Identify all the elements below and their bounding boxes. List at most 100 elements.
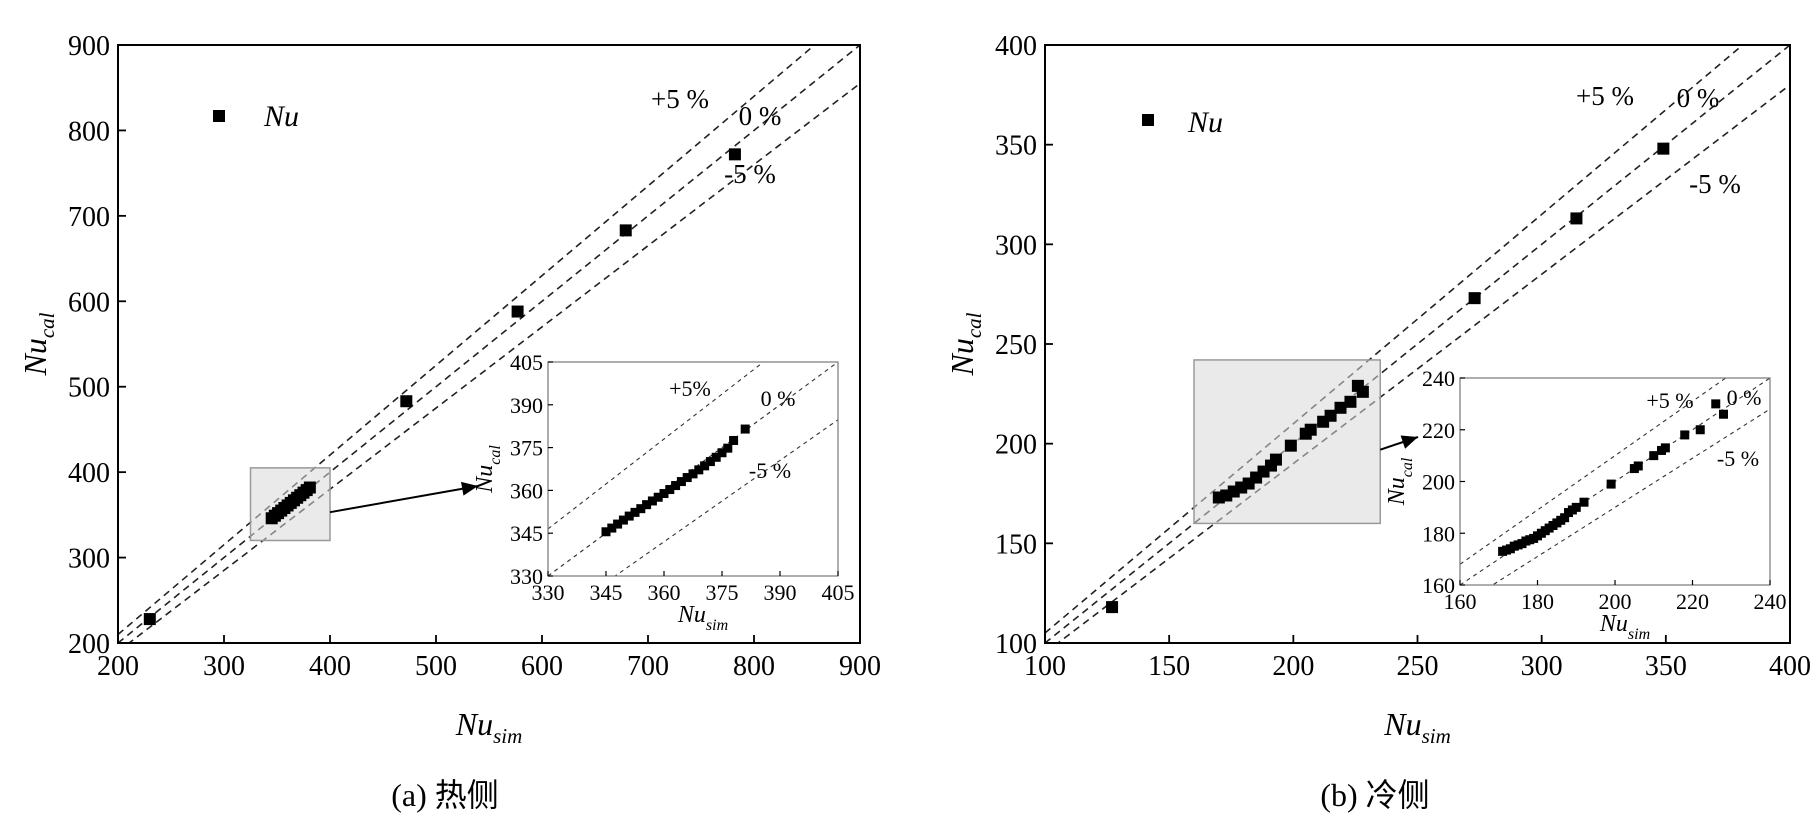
inset-data-point: [671, 481, 681, 491]
inset-x-tick-label: 240: [1754, 589, 1787, 614]
legend-label: Nu: [263, 100, 299, 133]
y-axis-label-main: Nu: [944, 338, 980, 376]
inset-y-axis-label-sub: cal: [1399, 457, 1416, 477]
inset-reference-line-2: [1491, 408, 1770, 585]
x-axis-label: Nusim: [1383, 706, 1451, 748]
x-tick-label: 300: [203, 651, 245, 682]
inset-data-point: [665, 485, 675, 495]
inset-frame: [547, 361, 839, 577]
data-point: [1106, 601, 1119, 614]
inset-background: [548, 362, 838, 576]
inset-x-tick-label: 390: [764, 580, 797, 605]
inset-data-point: [1560, 513, 1570, 523]
inset-x-tick-label: 180: [1521, 589, 1554, 614]
inset-x-axis-label: Nusim: [1599, 611, 1650, 643]
panel-b: +5 % 0 % -5 % 100 150 200 250 300 350 400 100 150 20…: [944, 31, 1810, 813]
inset-data-point: [740, 424, 750, 434]
data-point: [1269, 453, 1282, 466]
inset-data-point: [1571, 502, 1581, 512]
inset-reference-line-label: -5 %: [1717, 446, 1759, 471]
inset-data-point: [729, 435, 739, 445]
inset-y-axis-label-main: Nu: [472, 465, 498, 494]
data-point: [1284, 439, 1297, 452]
x-axis-label-main: Nu: [1383, 706, 1421, 742]
x-tick-label: 200: [1272, 651, 1314, 682]
y-tick-label: 150: [995, 529, 1037, 560]
inset-data-point: [1579, 497, 1589, 507]
x-tick-label: 400: [309, 651, 351, 682]
data-point: [511, 305, 524, 318]
x-tick-label: 200: [97, 651, 139, 682]
x-axis-label: Nusim: [455, 706, 523, 748]
data-point: [1344, 395, 1357, 408]
inset-x-axis-label: Nusim: [677, 602, 728, 634]
inset-data-point: [1680, 430, 1690, 440]
x-tick-label: 600: [521, 651, 563, 682]
inset-data-point: [1695, 425, 1705, 435]
y-axis-label: Nucal: [944, 312, 986, 376]
inset-y-tick-label: 330: [510, 564, 543, 589]
x-axis-label-sub: sim: [1422, 724, 1451, 748]
y-tick-label: 900: [68, 31, 110, 62]
inset-data-point: [653, 492, 663, 502]
y-axis-label-sub: cal: [962, 312, 986, 338]
x-axis-label-main: Nu: [455, 706, 493, 742]
inset-y-axis-label-sub: cal: [487, 445, 504, 465]
inset-reference-line-label: +5%: [669, 376, 711, 401]
inset-y-tick-label: 345: [510, 521, 543, 546]
y-tick-label: 400: [68, 458, 110, 489]
inset-y-tick-label: 160: [1422, 573, 1455, 598]
inset-y-axis-label: Nucal: [472, 445, 504, 494]
inset-y-axis-label-main: Nu: [1384, 477, 1410, 506]
zoom-arrow-head: [461, 481, 478, 496]
reference-line-label: +5 %: [1576, 81, 1634, 111]
inset-y-tick-label: 220: [1422, 418, 1455, 443]
reference-line-1: [118, 45, 860, 643]
y-tick-label: 800: [68, 116, 110, 147]
inset-chart: +5% 0 % -5 % 330 345 360 375 390 405 330 345 360 375…: [472, 350, 855, 634]
panel-caption: (b) 冷侧: [1320, 777, 1429, 813]
inset-x-tick-label: 375: [706, 580, 739, 605]
data-point: [1657, 142, 1670, 155]
x-tick-label: 700: [627, 651, 669, 682]
inset-x-tick-label: 160: [1444, 589, 1477, 614]
legend-label: Nu: [1187, 106, 1223, 139]
inset-data-point: [647, 496, 657, 506]
reference-line-0: [118, 45, 816, 636]
x-tick-label: 300: [1521, 651, 1563, 682]
data-point: [1468, 292, 1481, 305]
inset-data-point: [723, 443, 733, 453]
inset-data-point: [1633, 461, 1643, 471]
inset-reference-line-2: [614, 419, 838, 576]
y-tick-label: 200: [68, 629, 110, 660]
reference-line-label: 0 %: [739, 101, 782, 131]
data-point: [728, 148, 741, 161]
x-tick-label: 800: [733, 651, 775, 682]
y-tick-label: 300: [68, 544, 110, 575]
y-axis-label-main: Nu: [17, 338, 53, 376]
inset-reference-line-label: +5 %: [1646, 388, 1693, 413]
inset-data-point: [618, 515, 628, 525]
data-point: [1356, 385, 1369, 398]
x-tick-label: 900: [839, 651, 881, 682]
inset-x-tick-label: 345: [590, 580, 623, 605]
reference-line-0: [1045, 45, 1744, 634]
inset-y-tick-label: 375: [510, 436, 543, 461]
inset-reference-line-0: [1460, 378, 1727, 565]
inset-chart: +5 % 0 % -5 % 160 180 200 220 240 160 180 200 220 24…: [1384, 366, 1787, 643]
reference-line-label: -5 %: [1689, 169, 1741, 199]
inset-data-point: [613, 519, 623, 529]
x-tick-label: 500: [415, 651, 457, 682]
y-tick-label: 300: [995, 230, 1037, 261]
inset-y-tick-label: 390: [510, 393, 543, 418]
inset-x-tick-label: 200: [1599, 589, 1632, 614]
inset-data-point: [682, 473, 692, 483]
inset-x-tick-label: 360: [648, 580, 681, 605]
inset-data-point: [659, 489, 669, 499]
y-tick-label: 500: [68, 373, 110, 404]
inset-y-tick-label: 360: [510, 478, 543, 503]
y-tick-label: 200: [995, 430, 1037, 461]
data-point: [1324, 409, 1337, 422]
y-axis-label-sub: cal: [35, 312, 59, 338]
inset-data-point: [700, 461, 710, 471]
